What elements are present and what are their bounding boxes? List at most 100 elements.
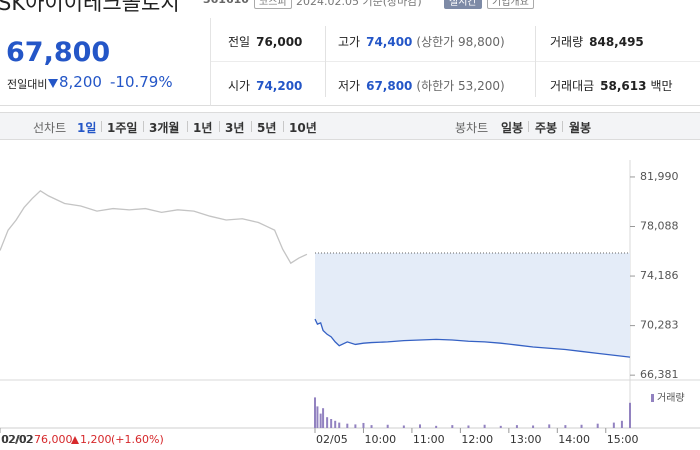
stat-value: 76,000 bbox=[256, 35, 303, 49]
tab-separator bbox=[251, 121, 252, 132]
x-tick-label: 10:00 bbox=[364, 433, 396, 446]
tab-group-label: 선차트 bbox=[33, 121, 67, 135]
volume-bar bbox=[435, 425, 438, 428]
volume-bar bbox=[322, 408, 325, 428]
stat: 고가 74,400 (상한가 98,800) bbox=[338, 33, 505, 50]
stats-row: 시가 74,200 저가 67,800 (하한가 53,200) 거래대금 58,613… bbox=[211, 61, 700, 105]
stat-label: 거래대금 bbox=[550, 79, 595, 93]
volume-bar bbox=[596, 423, 599, 428]
chart-tabs: 선차트 1일 1주일 3개월 1년 3년 5년 10년 봉차트 일봉 주봉 월봉 bbox=[0, 112, 700, 140]
stat: 거래량 848,495 bbox=[550, 33, 644, 50]
stat: 전일 76,000 bbox=[228, 33, 302, 50]
period-tab[interactable]: 5년 bbox=[257, 121, 277, 135]
x-tick-label: 02/02 bbox=[1, 433, 33, 446]
info-close: 76,000 bbox=[34, 433, 73, 446]
volume-legend: 거래량 bbox=[657, 392, 685, 404]
base-date: 2024.02.05 기준(장마감) bbox=[296, 0, 422, 8]
stat-value: 74,400 bbox=[366, 35, 413, 49]
volume-bar bbox=[483, 424, 486, 428]
stock-name: SK아이이테크놀로지 bbox=[0, 0, 180, 15]
volume-bar bbox=[386, 424, 389, 428]
volume-bar bbox=[402, 425, 405, 428]
stat: 저가 67,800 (하한가 53,200) bbox=[338, 77, 505, 94]
period-tab[interactable]: 1년 bbox=[193, 121, 213, 135]
realtime-button[interactable]: 실시간 bbox=[444, 0, 482, 9]
volume-bar bbox=[334, 420, 337, 428]
stat: 시가 74,200 bbox=[228, 77, 302, 94]
volume-bar bbox=[316, 406, 319, 428]
period-tab[interactable]: 3년 bbox=[225, 121, 245, 135]
price-line bbox=[0, 189, 308, 265]
volume-bar bbox=[314, 397, 316, 428]
y-tick-label: 78,088 bbox=[640, 220, 679, 233]
stock-code: 361610 bbox=[203, 0, 249, 6]
volume-bar bbox=[629, 402, 631, 428]
price-box: 67,800 전일대비 8,200 -10.79% bbox=[0, 18, 211, 106]
x-tick-label: 12:00 bbox=[461, 433, 493, 446]
tab-separator bbox=[219, 121, 220, 132]
divider bbox=[535, 26, 536, 97]
stat-value: 67,800 bbox=[366, 79, 413, 93]
info-rate: (+1.60%) bbox=[111, 433, 164, 446]
tab-separator bbox=[101, 121, 102, 132]
stat-note: (하한가 53,200) bbox=[416, 79, 505, 93]
y-tick-label: 66,381 bbox=[640, 368, 679, 381]
period-tab[interactable]: 10년 bbox=[289, 121, 317, 135]
info-change: 1,200 bbox=[80, 433, 112, 446]
volume-bar bbox=[370, 425, 373, 428]
stat-value: 58,613 bbox=[600, 79, 647, 93]
price-line bbox=[314, 318, 631, 358]
current-price: 67,800 bbox=[6, 37, 111, 68]
volume-bar bbox=[612, 422, 615, 428]
volume-bar bbox=[319, 413, 322, 428]
tab-separator bbox=[283, 121, 284, 132]
tab-separator bbox=[562, 121, 563, 132]
x-tick-label: 14:00 bbox=[558, 433, 590, 446]
up-arrow bbox=[71, 436, 79, 444]
volume-bar bbox=[326, 417, 329, 428]
change-area bbox=[315, 253, 630, 358]
volume-bar bbox=[532, 425, 535, 428]
divider bbox=[325, 26, 326, 97]
volume-bar bbox=[338, 422, 341, 428]
chart: 81,990 78,088 74,186 70,283 66,381 02/02 02/05… bbox=[0, 160, 700, 446]
volume-legend-swatch bbox=[651, 394, 654, 402]
stat-note: 백만 bbox=[650, 79, 673, 93]
volume-bar bbox=[548, 424, 551, 428]
stat: 거래대금 58,613 백만 bbox=[550, 77, 673, 94]
period-tab[interactable]: 1일 bbox=[77, 121, 97, 135]
volume-bar bbox=[419, 424, 421, 428]
candle-tab[interactable]: 월봉 bbox=[569, 121, 592, 135]
stat-note: (상한가 98,800) bbox=[416, 35, 505, 49]
stat-label: 전일 bbox=[228, 35, 251, 49]
volume-bar bbox=[580, 424, 583, 428]
stat-label: 거래량 bbox=[550, 35, 584, 49]
market-badge: 코스피 bbox=[254, 0, 292, 9]
stats-row: 전일 76,000 고가 74,400 (상한가 98,800) 거래량 848,495 bbox=[211, 18, 700, 61]
stats-table: 전일 76,000 고가 74,400 (상한가 98,800) 거래량 848,495… bbox=[211, 18, 700, 106]
x-tick-label: 15:00 bbox=[607, 433, 639, 446]
volume-bar bbox=[354, 424, 357, 428]
volume-bar bbox=[330, 419, 333, 428]
period-tab[interactable]: 3개월 bbox=[149, 121, 180, 135]
stat-value: 848,495 bbox=[589, 35, 644, 49]
volume-bar bbox=[564, 425, 567, 428]
company-info-button[interactable]: 기업개요 bbox=[487, 0, 534, 9]
y-tick-label: 74,186 bbox=[640, 269, 679, 282]
period-tab[interactable]: 1주일 bbox=[107, 121, 138, 135]
volume-bar bbox=[451, 425, 454, 428]
stat-label: 저가 bbox=[338, 79, 361, 93]
candle-tab[interactable]: 일봉 bbox=[501, 121, 524, 135]
change-label: 전일대비 bbox=[7, 78, 48, 91]
change-rate: -10.79% bbox=[110, 73, 173, 91]
candle-tab[interactable]: 주봉 bbox=[535, 121, 558, 135]
stat-label: 고가 bbox=[338, 35, 361, 49]
price-change: 8,200 bbox=[59, 73, 102, 91]
x-tick-label: 02/05 bbox=[316, 433, 348, 446]
y-tick-label: 70,283 bbox=[640, 319, 679, 332]
volume-bar bbox=[467, 425, 470, 428]
volume-bar bbox=[362, 422, 365, 428]
tab-group-label: 봉차트 bbox=[455, 121, 489, 135]
x-tick-label: 11:00 bbox=[413, 433, 445, 446]
tab-separator bbox=[143, 121, 144, 132]
